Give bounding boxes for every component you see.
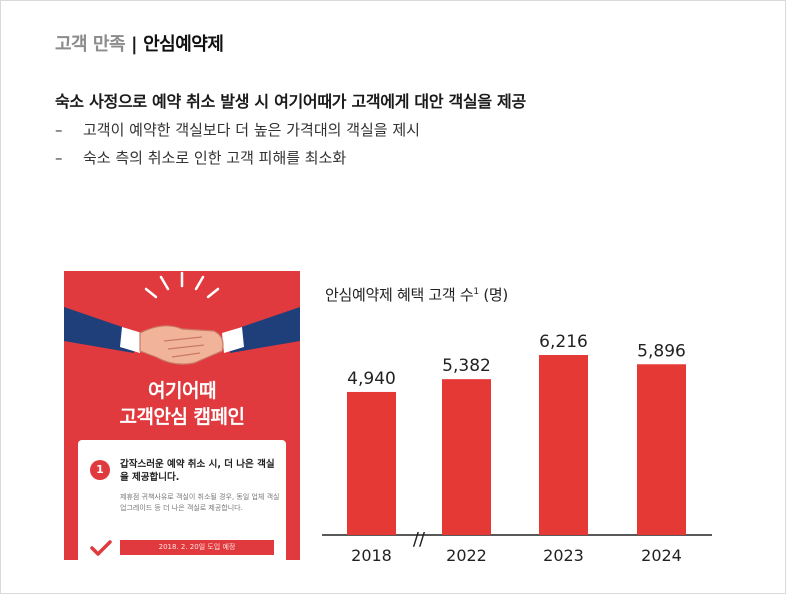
x-tick-label-2024: 2024 — [641, 546, 682, 565]
header-category: 고객 만족 — [55, 34, 126, 55]
card-body: 제휴점 귀책사유로 객실이 취소될 경우, 동일 업체 객실 업그레이드 등 더… — [120, 493, 280, 512]
axis-break-marker: // — [413, 529, 426, 550]
left-sleeve — [64, 307, 134, 353]
header-topic: 안심예약제 — [143, 34, 224, 55]
bullet-list: – 고객이 예약한 객실보다 더 높은 가격대의 객실을 제시 – 숙소 측의 취소… — [55, 116, 420, 172]
header-separator: | — [131, 34, 138, 55]
value-label-2022: 5,382 — [442, 356, 491, 376]
page-header: 고객 만족 | 안심예약제 — [55, 30, 224, 56]
bullet-marker: – — [55, 121, 63, 139]
bar-2022 — [442, 379, 491, 535]
bar-2018 — [347, 391, 396, 535]
bullet-marker: – — [55, 149, 63, 167]
bar-2024 — [637, 364, 686, 535]
right-sleeve — [230, 307, 300, 353]
bar-chart: 4,940 2018 5,382 2022 6,216 2023 5,896 2024 // — [322, 332, 712, 565]
checkmark-icon — [90, 540, 112, 556]
bar-2023 — [539, 355, 588, 535]
card-heading: 갑작스러운 예약 취소 시, 더 나은 객실을 제공합니다. — [120, 459, 275, 483]
value-label-2018: 4,940 — [347, 369, 396, 389]
x-tick-label-2022: 2022 — [446, 546, 487, 565]
hands-shape — [139, 325, 224, 365]
campaign-poster: 여기어때 고객안심 캠페인 1 갑작스러운 예약 취소 시, 더 나은 객실을 … — [64, 271, 300, 560]
x-tick-label-2018: 2018 — [351, 546, 392, 565]
card-number-badge: 1 — [90, 460, 110, 480]
bullet-text: 고객이 예약한 객실보다 더 높은 가격대의 객실을 제시 — [83, 121, 420, 139]
value-label-2023: 6,216 — [539, 332, 588, 352]
poster-title-line2: 고객안심 캠페인 — [119, 406, 245, 428]
lead-statement: 숙소 사정으로 예약 취소 발생 시 여기어때가 고객에게 대안 객실을 제공 — [55, 92, 526, 111]
poster-title-line1: 여기어때 — [148, 380, 216, 402]
bullet-text: 숙소 측의 취소로 인한 고객 피해를 최소화 — [83, 149, 347, 167]
chart-title-footnote: 1 — [473, 287, 479, 297]
bullet-item: – 숙소 측의 취소로 인한 고객 피해를 최소화 — [55, 144, 420, 172]
x-tick-label-2023: 2023 — [543, 546, 584, 565]
poster-card: 1 갑작스러운 예약 취소 시, 더 나은 객실을 제공합니다. 제휴점 귀책사… — [78, 440, 286, 560]
chart-title-text: 안심예약제 혜택 고객 수 — [325, 286, 474, 304]
handshake-illustration — [64, 271, 300, 365]
card-date-bar: 2018. 2. 20일 도입 예정 — [120, 540, 274, 555]
bullet-item: – 고객이 예약한 객실보다 더 높은 가격대의 객실을 제시 — [55, 116, 420, 144]
chart-title: 안심예약제 혜택 고객 수1 (명) — [325, 284, 508, 305]
chart-unit: (명) — [483, 286, 508, 304]
value-label-2024: 5,896 — [637, 341, 686, 361]
